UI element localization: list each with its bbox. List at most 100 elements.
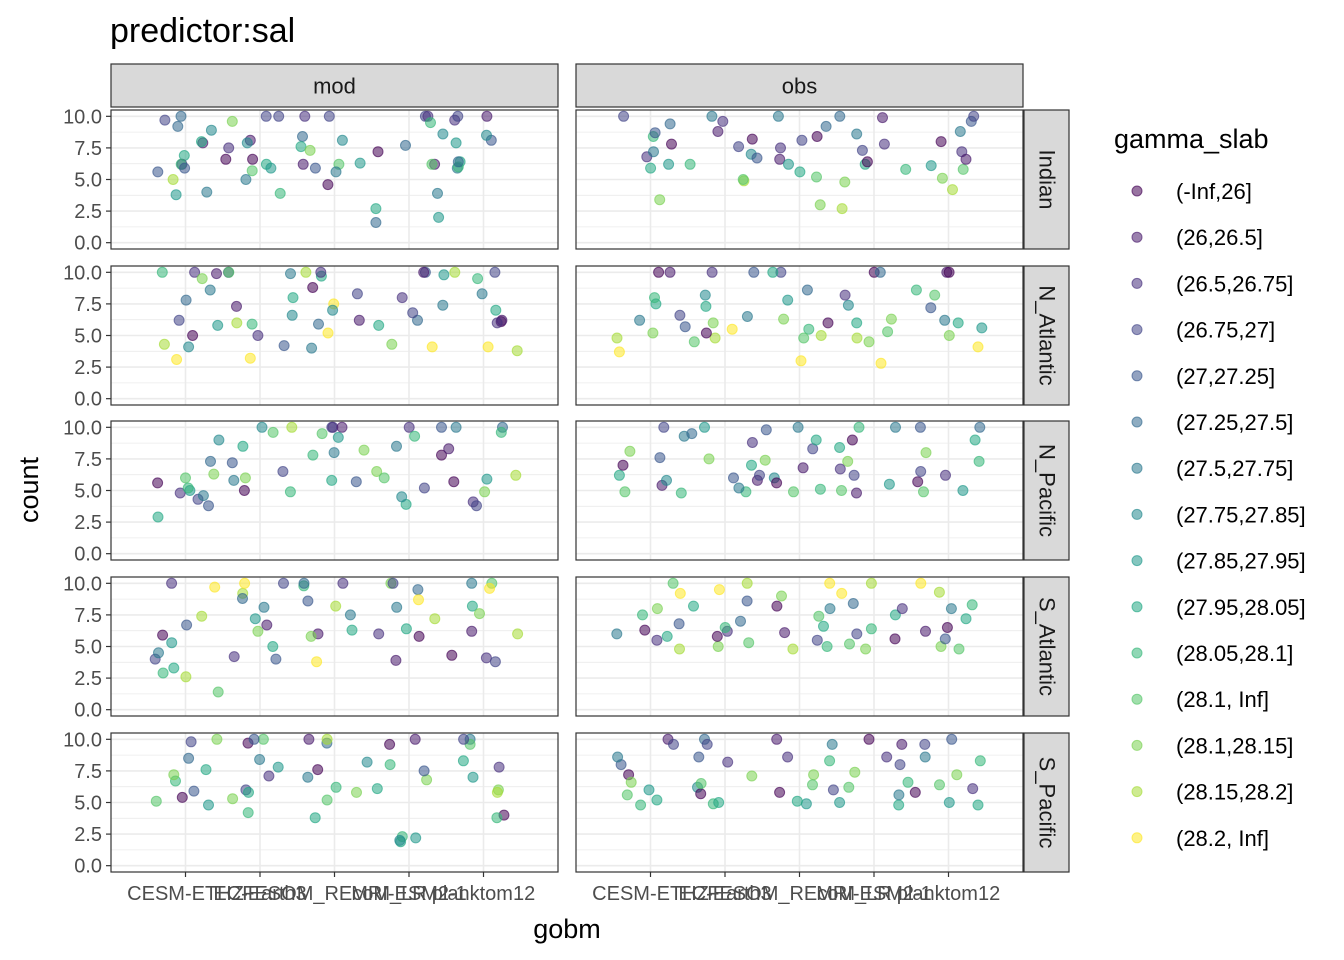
data-point bbox=[249, 613, 261, 625]
data-point bbox=[491, 812, 503, 824]
facet-strip-obs bbox=[575, 63, 1024, 108]
data-point bbox=[842, 299, 854, 311]
facet-strip-label-N_Atlantic: N_Atlantic bbox=[1035, 285, 1060, 385]
data-point bbox=[803, 323, 815, 335]
data-point bbox=[625, 776, 637, 788]
y-tick-label: 0.0 bbox=[74, 389, 102, 411]
y-tick-label: 10.0 bbox=[63, 106, 102, 128]
data-point bbox=[409, 733, 421, 745]
data-point bbox=[706, 110, 718, 122]
data-point bbox=[902, 776, 914, 788]
legend-item: (27.95,28.05] bbox=[1131, 595, 1306, 620]
data-point bbox=[332, 431, 344, 443]
data-point bbox=[798, 332, 810, 344]
data-point bbox=[354, 157, 366, 169]
data-point bbox=[336, 421, 348, 433]
legend-item: (28.15,28.2] bbox=[1131, 780, 1293, 805]
data-point bbox=[967, 783, 979, 795]
data-point bbox=[701, 738, 713, 750]
data-point bbox=[972, 799, 984, 811]
data-point bbox=[481, 129, 492, 141]
data-point bbox=[175, 110, 187, 122]
data-point bbox=[351, 288, 363, 300]
data-point bbox=[265, 162, 277, 174]
data-point bbox=[474, 608, 485, 620]
data-point bbox=[327, 304, 339, 316]
data-point bbox=[257, 733, 269, 745]
data-point bbox=[649, 292, 660, 304]
legend-label: (27.85,27.95] bbox=[1176, 549, 1306, 574]
data-point bbox=[452, 156, 464, 168]
x-tick-label: EC-Earth3 bbox=[213, 883, 306, 905]
data-point bbox=[693, 751, 705, 763]
data-point bbox=[396, 491, 408, 503]
data-point bbox=[918, 486, 929, 498]
data-point bbox=[910, 284, 922, 296]
data-point bbox=[974, 421, 986, 433]
data-point bbox=[619, 486, 631, 498]
data-point bbox=[370, 217, 382, 228]
data-point bbox=[974, 755, 986, 767]
data-point bbox=[242, 807, 254, 819]
data-point bbox=[741, 595, 753, 607]
data-point bbox=[820, 120, 832, 132]
data-point bbox=[180, 671, 192, 683]
data-point bbox=[449, 266, 461, 278]
legend-key bbox=[1131, 277, 1143, 289]
data-point bbox=[188, 785, 200, 797]
data-point bbox=[153, 647, 164, 659]
data-point bbox=[237, 440, 249, 452]
data-point bbox=[651, 634, 663, 646]
legend-label: (27.95,28.05] bbox=[1176, 595, 1306, 620]
data-point bbox=[651, 603, 663, 615]
data-point bbox=[373, 628, 385, 640]
data-point bbox=[273, 110, 285, 122]
data-point bbox=[185, 736, 197, 748]
data-point bbox=[637, 609, 648, 621]
legend-label: (28.2, Inf] bbox=[1176, 826, 1269, 851]
data-point bbox=[699, 421, 710, 433]
data-point bbox=[695, 788, 707, 800]
data-point bbox=[842, 455, 854, 467]
data-point bbox=[196, 273, 208, 285]
data-point bbox=[272, 761, 284, 773]
data-point bbox=[212, 319, 224, 331]
data-point bbox=[238, 485, 250, 496]
panel-border bbox=[575, 576, 1024, 717]
data-point bbox=[183, 752, 195, 764]
data-point bbox=[865, 577, 877, 589]
data-point bbox=[231, 300, 242, 312]
data-point bbox=[231, 317, 243, 329]
legend-key bbox=[1131, 416, 1143, 428]
data-point bbox=[943, 797, 955, 808]
y-tick-label: 10.0 bbox=[63, 729, 102, 751]
data-point bbox=[344, 609, 356, 621]
data-point bbox=[912, 476, 924, 488]
legend-key bbox=[1131, 185, 1143, 197]
data-point bbox=[167, 174, 179, 185]
facet-strip-label-Indian: Indian bbox=[1035, 150, 1060, 210]
data-point bbox=[429, 613, 441, 625]
data-point bbox=[611, 332, 623, 344]
data-point bbox=[621, 789, 633, 801]
y-tick-label: 0.0 bbox=[74, 233, 102, 255]
data-point bbox=[157, 629, 169, 641]
data-point bbox=[173, 314, 185, 326]
data-point bbox=[836, 485, 847, 496]
data-point bbox=[371, 783, 383, 795]
data-point bbox=[973, 455, 985, 467]
data-point bbox=[510, 469, 522, 481]
data-point bbox=[450, 137, 462, 149]
data-point bbox=[654, 452, 666, 464]
data-point bbox=[883, 478, 895, 490]
data-point bbox=[939, 633, 951, 645]
data-point bbox=[182, 482, 194, 494]
data-point bbox=[239, 472, 251, 484]
data-point bbox=[370, 203, 382, 215]
legend-label: (27.5,27.75] bbox=[1176, 456, 1293, 481]
data-point bbox=[295, 141, 307, 153]
legend-label: (26.5,26.75] bbox=[1176, 271, 1293, 296]
data-point bbox=[703, 453, 715, 465]
data-point bbox=[205, 455, 216, 467]
data-point bbox=[303, 733, 315, 745]
